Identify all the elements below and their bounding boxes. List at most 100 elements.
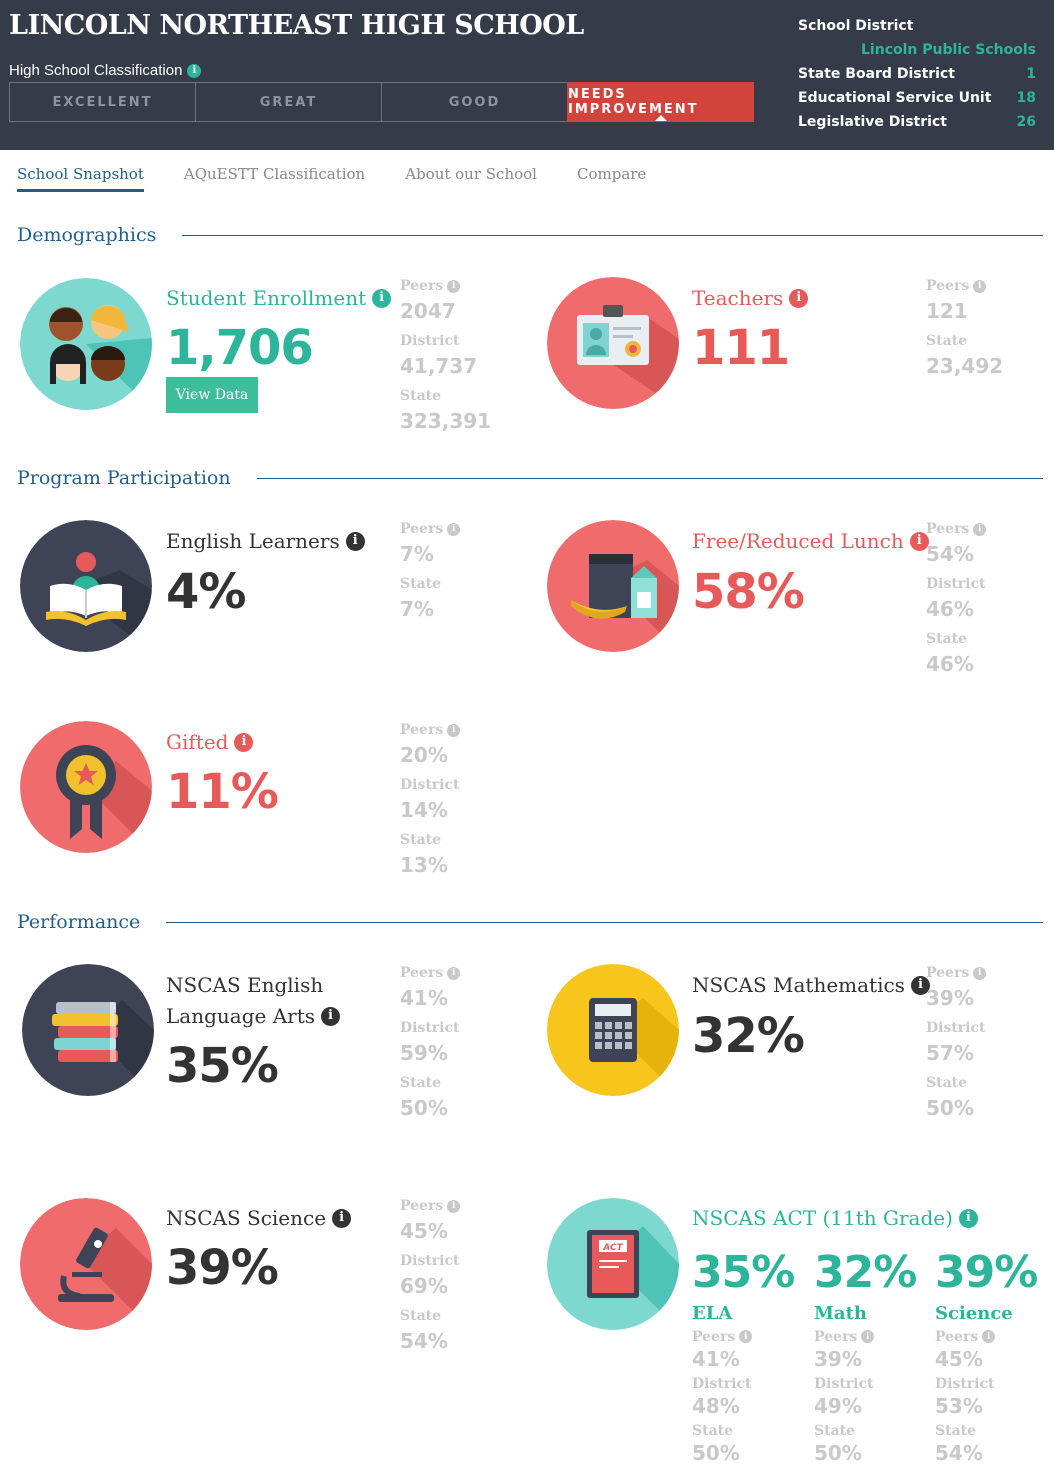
act-col-math: 32% Math Peers i 39% District 49% State 5… xyxy=(814,1243,917,1468)
info-icon[interactable]: i xyxy=(345,532,365,551)
view-data-button[interactable]: View Data xyxy=(166,377,258,413)
state-value: 54% xyxy=(400,1329,448,1353)
info-icon[interactable]: i xyxy=(861,1330,875,1343)
info-icon[interactable]: i xyxy=(973,522,987,536)
award-ribbon-icon xyxy=(20,721,152,853)
state-value: 323,391 xyxy=(400,409,492,433)
enrollment-title: Student Enrollment i xyxy=(166,283,392,314)
enrollment-value: 1,706 xyxy=(166,320,314,376)
state-value: 46% xyxy=(926,652,974,676)
info-icon[interactable]: i xyxy=(910,976,930,995)
act-science-label: Science xyxy=(935,1303,1013,1324)
info-icon[interactable]: i xyxy=(372,289,392,308)
act-ela-value: 35% xyxy=(692,1247,795,1298)
act-science-value: 39% xyxy=(935,1247,1038,1298)
info-icon[interactable]: i xyxy=(321,1007,340,1026)
teachers-title: Teachers i xyxy=(692,283,809,314)
classification-great: GREAT xyxy=(195,82,382,122)
info-icon[interactable]: i xyxy=(447,1199,461,1213)
ela-value: 35% xyxy=(166,1038,279,1094)
info-icon[interactable]: i xyxy=(447,966,461,980)
books-stack-icon xyxy=(22,964,154,1096)
info-icon[interactable]: i xyxy=(739,1330,753,1343)
classification-bar: EXCELLENT GREAT GOOD NEEDS IMPROVEMENT xyxy=(9,82,754,122)
school-district-link[interactable]: Lincoln Public Schools xyxy=(861,42,1036,58)
english-learners-title: English Learners i xyxy=(166,526,365,557)
district-value: 14% xyxy=(400,798,448,822)
district-value: 69% xyxy=(400,1274,448,1298)
district-value: 57% xyxy=(926,1041,974,1065)
district-value: 59% xyxy=(400,1041,448,1065)
esu-label: Educational Service Unit xyxy=(798,90,992,106)
header: LINCOLN NORTHEAST HIGH SCHOOL High Schoo… xyxy=(0,0,1054,150)
lunch-bag-icon xyxy=(547,520,679,652)
section-title: Program Participation xyxy=(17,467,231,489)
section-demographics: Demographics xyxy=(17,224,1043,246)
esu-value: 18 xyxy=(1016,90,1036,106)
info-icon[interactable]: i xyxy=(447,279,461,293)
info-icon[interactable]: i xyxy=(789,289,809,308)
act-ela-label: ELA xyxy=(692,1303,733,1324)
classification-label: High School Classification i xyxy=(9,62,202,79)
info-icon[interactable]: i xyxy=(909,532,929,551)
state-value: 13% xyxy=(400,853,448,877)
info-icon[interactable]: i xyxy=(447,723,461,737)
school-title: LINCOLN NORTHEAST HIGH SCHOOL xyxy=(9,10,584,41)
info-icon[interactable]: i xyxy=(958,1209,978,1228)
enrollment-compare: Peers i 2047 District 41,737 State 323,39… xyxy=(400,276,491,441)
info-icon[interactable]: i xyxy=(973,966,987,980)
legislative-value: 26 xyxy=(1016,114,1036,130)
calculator-icon xyxy=(547,964,679,1096)
info-icon[interactable]: i xyxy=(234,733,254,752)
tab-about-our-school[interactable]: About our School xyxy=(405,165,537,183)
section-title: Demographics xyxy=(17,224,157,246)
state-value: 23,492 xyxy=(926,354,1004,378)
info-icon[interactable]: i xyxy=(187,63,202,78)
peers-value: 39% xyxy=(926,986,974,1010)
book-reader-icon xyxy=(20,520,152,652)
section-title: Performance xyxy=(17,911,141,933)
peers-value: 2047 xyxy=(400,299,456,323)
divider xyxy=(256,477,1043,479)
state-value: 50% xyxy=(926,1096,974,1120)
lunch-title: Free/Reduced Lunch i xyxy=(692,526,929,557)
legislative-label: Legislative District xyxy=(798,114,947,130)
gifted-title: Gifted i xyxy=(166,727,254,758)
section-performance: Performance xyxy=(17,911,1043,933)
act-title: NSCAS ACT (11th Grade) i xyxy=(692,1203,978,1234)
district-info: School District Lincoln Public Schools S… xyxy=(798,14,1036,134)
teachers-value: 111 xyxy=(692,320,790,376)
science-title: NSCAS Science i xyxy=(166,1203,352,1234)
state-board-label: State Board District xyxy=(798,66,955,82)
act-col-ela: 35% ELA Peers i 41% District 48% State 50… xyxy=(692,1243,795,1468)
teacher-badge-icon xyxy=(547,277,679,409)
info-icon[interactable]: i xyxy=(447,522,461,536)
classification-good: GOOD xyxy=(381,82,568,122)
state-value: 50% xyxy=(400,1096,448,1120)
section-program-participation: Program Participation xyxy=(17,467,1043,489)
math-title: NSCAS Mathematics i xyxy=(692,970,930,1001)
act-col-science: 39% Science Peers i 45% District 53% Stat… xyxy=(935,1243,1038,1468)
divider xyxy=(166,921,1043,923)
math-compare: Peers i 39% District 57% State 50% xyxy=(926,963,987,1128)
microscope-icon xyxy=(20,1198,152,1330)
state-board-value: 1 xyxy=(1026,66,1036,82)
school-district-label: School District xyxy=(798,18,914,34)
classification-excellent: EXCELLENT xyxy=(9,82,196,122)
teachers-compare: Peers i 121 State 23,492 xyxy=(926,276,1003,386)
lunch-value: 58% xyxy=(692,564,805,620)
tab-compare[interactable]: Compare xyxy=(576,165,647,183)
tab-school-snapshot[interactable]: School Snapshot xyxy=(17,165,144,192)
info-icon[interactable]: i xyxy=(982,1330,996,1343)
gifted-compare: Peers i 20% District 14% State 13% xyxy=(400,720,461,885)
info-icon[interactable]: i xyxy=(973,279,987,293)
act-ela-compare: Peers i 41% District 48% State 50% xyxy=(692,1328,753,1465)
science-value: 39% xyxy=(166,1240,279,1296)
tab-aquestt-classification[interactable]: AQuESTT Classification xyxy=(183,165,366,183)
info-icon[interactable]: i xyxy=(332,1209,352,1228)
peers-value: 54% xyxy=(926,542,974,566)
ela-compare: Peers i 41% District 59% State 50% xyxy=(400,963,461,1128)
state-value: 7% xyxy=(400,597,434,621)
ela-title: NSCAS English Language Arts i xyxy=(166,970,340,1032)
peers-value: 20% xyxy=(400,743,448,767)
